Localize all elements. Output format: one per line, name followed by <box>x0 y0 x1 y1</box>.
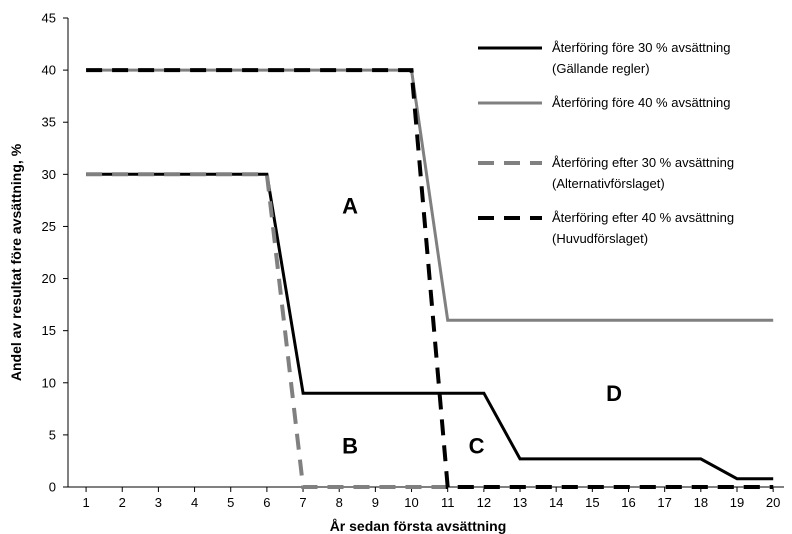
legend-label-4-line-2: (Huvudförslaget) <box>552 231 648 246</box>
x-axis-title: År sedan första avsättning <box>330 518 507 534</box>
region-label-d: D <box>606 381 622 406</box>
y-tick-label: 15 <box>42 323 56 338</box>
x-tick-label: 7 <box>299 495 306 510</box>
x-tick-label: 6 <box>263 495 270 510</box>
y-tick-label: 35 <box>42 115 56 130</box>
y-tick-label: 45 <box>42 11 56 26</box>
x-tick-label: 18 <box>694 495 708 510</box>
x-tick-label: 2 <box>119 495 126 510</box>
y-tick-label: 20 <box>42 271 56 286</box>
series-layer <box>86 68 774 489</box>
x-tick-label: 4 <box>191 495 198 510</box>
x-tick-label: 14 <box>549 495 563 510</box>
y-tick-label: 5 <box>49 427 56 442</box>
series-line-4 <box>86 68 774 489</box>
x-tick-label: 9 <box>372 495 379 510</box>
x-tick-label: 5 <box>227 495 234 510</box>
y-tick-label: 40 <box>42 63 56 78</box>
x-tick-label: 17 <box>657 495 671 510</box>
x-tick-label: 12 <box>477 495 491 510</box>
x-tick-label: 19 <box>730 495 744 510</box>
region-label-a: A <box>342 194 358 219</box>
x-tick-label: 1 <box>82 495 89 510</box>
y-tick-label: 10 <box>42 375 56 390</box>
x-tick-label: 10 <box>404 495 418 510</box>
legend-label-2-line-1: Återföring före 40 % avsättning <box>552 95 731 110</box>
x-tick-label: 11 <box>441 495 455 510</box>
legend-label-3-line-1: Återföring efter 30 % avsättning <box>552 155 734 170</box>
y-tick-label: 25 <box>42 219 56 234</box>
y-axis-title: Andel av resultat före avsättning, % <box>8 143 24 381</box>
region-label-c: C <box>469 433 485 458</box>
x-tick-label: 8 <box>336 495 343 510</box>
legend: Återföring före 30 % avsättning (Gällande… <box>478 40 734 246</box>
x-tick-label: 20 <box>766 495 780 510</box>
x-ticks: 1 2 3 4 5 6 7 8 9 10 11 12 13 14 15 16 17 18 19 20 <box>82 487 780 510</box>
y-tick-label: 30 <box>42 167 56 182</box>
x-tick-label: 3 <box>155 495 162 510</box>
x-tick-label: 13 <box>513 495 527 510</box>
region-label-b: B <box>342 433 358 458</box>
legend-label-4-line-1: Återföring efter 40 % avsättning <box>552 210 734 225</box>
legend-label-3-line-2: (Alternativförslaget) <box>552 176 665 191</box>
legend-label-1-line-2: (Gällande regler) <box>552 61 650 76</box>
legend-label-1-line-1: Återföring före 30 % avsättning <box>552 40 731 55</box>
x-tick-label: 16 <box>621 495 635 510</box>
x-tick-label: 15 <box>585 495 599 510</box>
annotations: A B C D <box>342 194 622 459</box>
y-ticks: 0 5 10 15 20 25 30 35 40 45 <box>42 11 68 495</box>
y-tick-label: 0 <box>49 480 56 495</box>
